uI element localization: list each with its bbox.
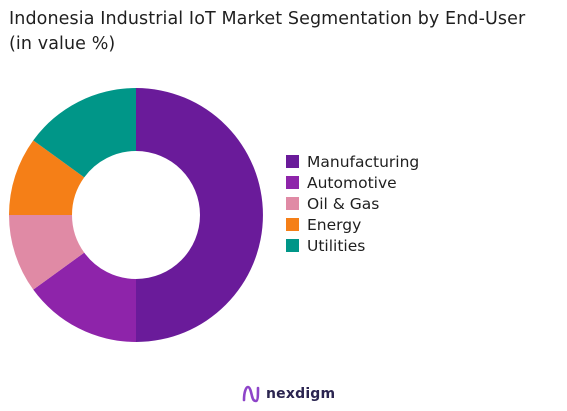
brand-name: nexdigm bbox=[266, 386, 336, 402]
legend-item-manufacturing: Manufacturing bbox=[286, 151, 419, 172]
legend-swatch-energy bbox=[286, 218, 299, 231]
chart-title-line-1: Indonesia Industrial IoT Market Segmenta… bbox=[9, 9, 526, 29]
nexdigm-logo-icon bbox=[242, 385, 260, 403]
legend-label-manufacturing: Manufacturing bbox=[307, 152, 420, 171]
legend-swatch-oil-gas bbox=[286, 197, 299, 210]
donut-slice-manufacturing bbox=[136, 88, 263, 342]
brand-logo: nexdigm bbox=[241, 384, 335, 404]
legend-label-energy: Energy bbox=[307, 215, 362, 234]
legend-swatch-automotive bbox=[286, 176, 299, 189]
legend-label-automotive: Automotive bbox=[307, 173, 397, 192]
legend-swatch-utilities bbox=[286, 239, 299, 252]
legend-item-oil-gas: Oil & Gas bbox=[286, 193, 419, 214]
donut-slice-oil-gas bbox=[9, 215, 85, 290]
legend-label-utilities: Utilities bbox=[307, 236, 366, 255]
donut-slice-utilities bbox=[33, 88, 137, 178]
donut-slice-energy bbox=[9, 140, 85, 215]
legend-swatch-manufacturing bbox=[286, 155, 299, 168]
legend-item-energy: Energy bbox=[286, 214, 419, 235]
legend-label-oil-gas: Oil & Gas bbox=[307, 194, 380, 213]
legend-item-utilities: Utilities bbox=[286, 235, 419, 256]
donut-slice-automotive bbox=[33, 252, 137, 342]
legend-item-automotive: Automotive bbox=[286, 172, 419, 193]
chart-legend: Manufacturing Automotive Oil & Gas Energ… bbox=[286, 151, 419, 256]
chart-title: Indonesia Industrial IoT Market Segmenta… bbox=[9, 7, 559, 57]
chart-title-line-2: (in value %) bbox=[9, 34, 116, 54]
